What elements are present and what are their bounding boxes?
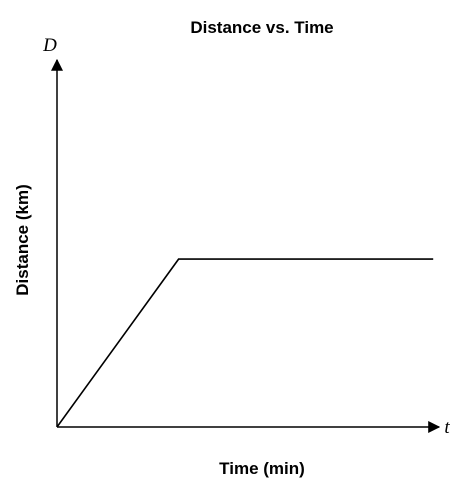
y-axis-label: Distance (km): [13, 184, 32, 295]
x-axis-label: Time (min): [219, 459, 305, 478]
data-line: [56, 258, 434, 428]
x-axis-symbol: t: [444, 417, 450, 438]
chart-title: Distance vs. Time: [190, 18, 333, 37]
y-axis-symbol: D: [42, 35, 57, 56]
